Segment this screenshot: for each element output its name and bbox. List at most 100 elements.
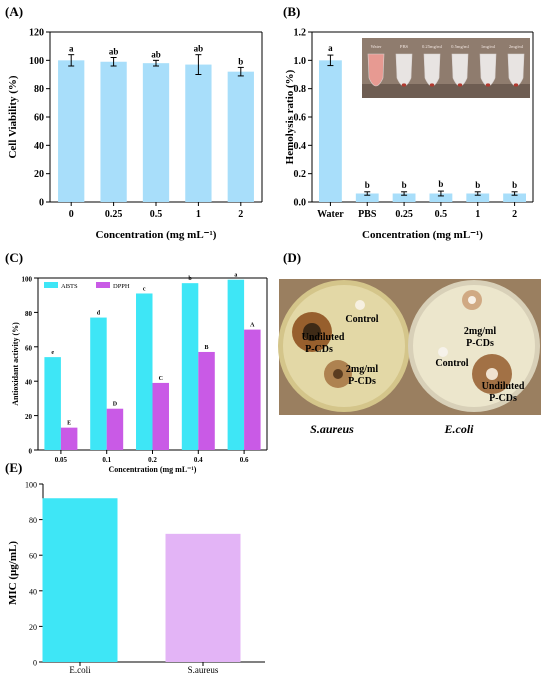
y-tick-label: 60	[25, 344, 33, 352]
x-tick-label: 2	[512, 209, 517, 220]
plate-label: P-CDs	[489, 393, 517, 404]
x-axis-label: Concentration (mg mL⁻¹)	[109, 465, 197, 474]
bar	[42, 498, 118, 662]
y-tick-label: 1.0	[294, 56, 307, 67]
x-tick-label: 0.25	[395, 209, 413, 220]
plate-caption: E.coli	[444, 422, 475, 436]
inset-label: 1mg/ml	[481, 44, 496, 49]
x-tick-label: E.coli	[69, 665, 91, 675]
sample-well	[468, 296, 476, 304]
x-tick-label: 0	[69, 209, 74, 220]
bar	[429, 193, 453, 202]
bar	[466, 193, 490, 202]
y-tick-label: 60	[34, 113, 44, 124]
plate-label: 2mg/ml	[464, 326, 496, 337]
sample-well	[303, 323, 321, 341]
bar-abts	[181, 283, 199, 450]
bar	[318, 60, 342, 203]
tube	[423, 53, 441, 87]
y-tick-label: 100	[25, 481, 37, 490]
bar-dpph	[106, 408, 124, 450]
significance-letter: ab	[151, 49, 161, 59]
x-tick-label: S.aureus	[188, 665, 219, 675]
inset-photo-shadow	[362, 84, 530, 98]
significance-letter: e	[51, 350, 54, 356]
y-tick-label: 40	[34, 141, 44, 152]
plate-label: Undiluted	[482, 381, 525, 392]
significance-letter: A	[250, 323, 255, 329]
x-tick-label: 2	[238, 209, 243, 220]
x-axis-label: Concentration (mg mL⁻¹)	[96, 229, 217, 241]
significance-letter: D	[113, 402, 118, 408]
control-well	[355, 300, 365, 310]
y-axis-label: Cell Viability (%)	[7, 75, 19, 158]
plate-caption: S.aureus	[310, 422, 354, 436]
plate-label: Control	[345, 314, 378, 325]
tube	[507, 53, 525, 87]
inset-label: 0.25mg/ml	[422, 44, 443, 49]
bar-dpph	[60, 427, 78, 450]
bar-abts	[44, 357, 61, 450]
significance-letter: ab	[109, 47, 119, 57]
control-well	[438, 347, 448, 357]
y-tick-label: 0.0	[294, 198, 307, 209]
significance-letter: b	[438, 179, 443, 189]
sample-well	[333, 369, 343, 379]
y-tick-label: 0.6	[294, 113, 307, 124]
significance-letter: B	[205, 345, 209, 351]
significance-letter: a	[69, 44, 74, 54]
bar	[503, 193, 527, 202]
y-tick-label: 0.2	[294, 169, 307, 180]
x-tick-label: 0.6	[240, 456, 249, 464]
panel-b: (B) 0.0 0.2 0.4 0.6 0.8 1.0 1.2 Hemolysis ratio …	[283, 4, 534, 241]
rbc-pellet	[401, 83, 407, 87]
y-tick-label: 20	[34, 169, 44, 180]
y-tick-label: 20	[29, 623, 37, 632]
significance-letter: b	[512, 180, 517, 190]
panel-label: (B)	[283, 4, 300, 19]
panel-label: (A)	[5, 4, 23, 19]
x-axis-label: Concentration (mg mL⁻¹)	[362, 229, 483, 241]
tube	[395, 53, 413, 87]
bar-dpph	[244, 329, 261, 450]
y-tick-label: 80	[34, 84, 44, 95]
y-tick-label: 0.8	[294, 84, 307, 95]
y-axis-label: Antioxidant activity (%)	[11, 322, 20, 406]
y-tick-label: 0	[33, 659, 37, 668]
bar	[185, 64, 212, 202]
bar-abts	[90, 317, 107, 450]
x-tick-label: 0.1	[102, 456, 111, 464]
x-tick-label: PBS	[358, 209, 377, 220]
plate-label: 2mg/ml	[346, 364, 378, 375]
inset-label: PBS	[400, 44, 409, 49]
y-tick-label: 80	[25, 310, 33, 318]
x-tick-label: 0.5	[435, 209, 448, 220]
plate-label: Undiluted	[302, 332, 345, 343]
panel-label: (C)	[5, 250, 23, 265]
rbc-pellet	[457, 83, 463, 87]
significance-letter: a	[234, 273, 237, 279]
y-tick-label: 80	[29, 516, 37, 525]
y-tick-label: 60	[29, 552, 37, 561]
bar-abts	[227, 279, 245, 450]
panel-label: (E)	[5, 460, 22, 475]
bar	[58, 60, 85, 203]
bar-abts	[136, 293, 153, 450]
y-tick-label: 100	[22, 276, 33, 284]
inset-label: 0.5mg/ml	[451, 44, 469, 49]
legend-swatch	[44, 282, 58, 288]
significance-letter: c	[143, 286, 146, 292]
significance-letter: b	[188, 276, 192, 282]
x-tick-label: 0.4	[194, 456, 203, 464]
x-tick-label: 0.5	[150, 209, 163, 220]
panel-label: (D)	[283, 250, 301, 265]
y-tick-label: 0.4	[294, 141, 307, 152]
bar-dpph	[152, 382, 169, 450]
tube	[479, 53, 497, 87]
bar	[142, 63, 170, 202]
legend-label: DPPH	[113, 283, 130, 290]
y-tick-label: 1.2	[294, 28, 307, 39]
y-tick-label: 40	[29, 587, 37, 596]
x-tick-label: 1	[475, 209, 480, 220]
